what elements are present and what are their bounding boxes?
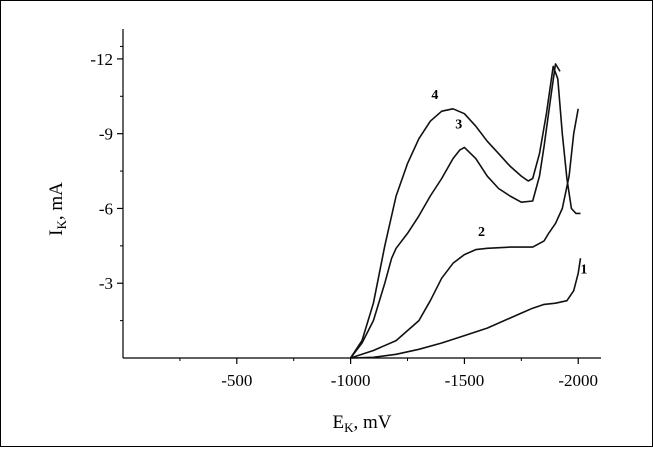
x-axis-title: EK, mV — [333, 412, 392, 435]
series-3-label: 3 — [455, 118, 462, 133]
y-tick-label: -3 — [99, 274, 113, 293]
x-axis-title-sub: K — [344, 420, 354, 435]
x-tick-label: -1500 — [445, 371, 485, 390]
y-axis-title: IK, mA — [46, 182, 69, 236]
y-tick-label: -9 — [99, 125, 113, 144]
y-axis-title-sub: K — [54, 220, 69, 230]
series-4-line — [349, 65, 581, 359]
series-4-label: 4 — [431, 88, 438, 103]
y-tick-label: -12 — [90, 50, 113, 69]
axes: -3 -6 -9 -12 -500 -1000 -1500 -2000 — [90, 29, 601, 390]
labels-layer: 1 2 3 4 — [431, 88, 587, 277]
series-1-line — [350, 258, 582, 359]
series-3-line — [349, 63, 561, 359]
series-1-label: 1 — [580, 262, 587, 277]
series-2-line — [350, 108, 579, 359]
x-axis-title-main: E — [333, 412, 345, 433]
x-tick-label: -2000 — [558, 371, 598, 390]
x-tick-label: -500 — [221, 371, 252, 390]
series-2-label: 2 — [478, 225, 485, 240]
series-layer — [349, 63, 582, 359]
y-axis-title-unit: , mA — [46, 182, 67, 220]
x-tick-label: -1000 — [331, 371, 371, 390]
y-axis-title-main: I — [46, 230, 67, 236]
y-tick-label: -6 — [99, 199, 113, 218]
x-axis-title-unit: , mV — [354, 412, 392, 433]
